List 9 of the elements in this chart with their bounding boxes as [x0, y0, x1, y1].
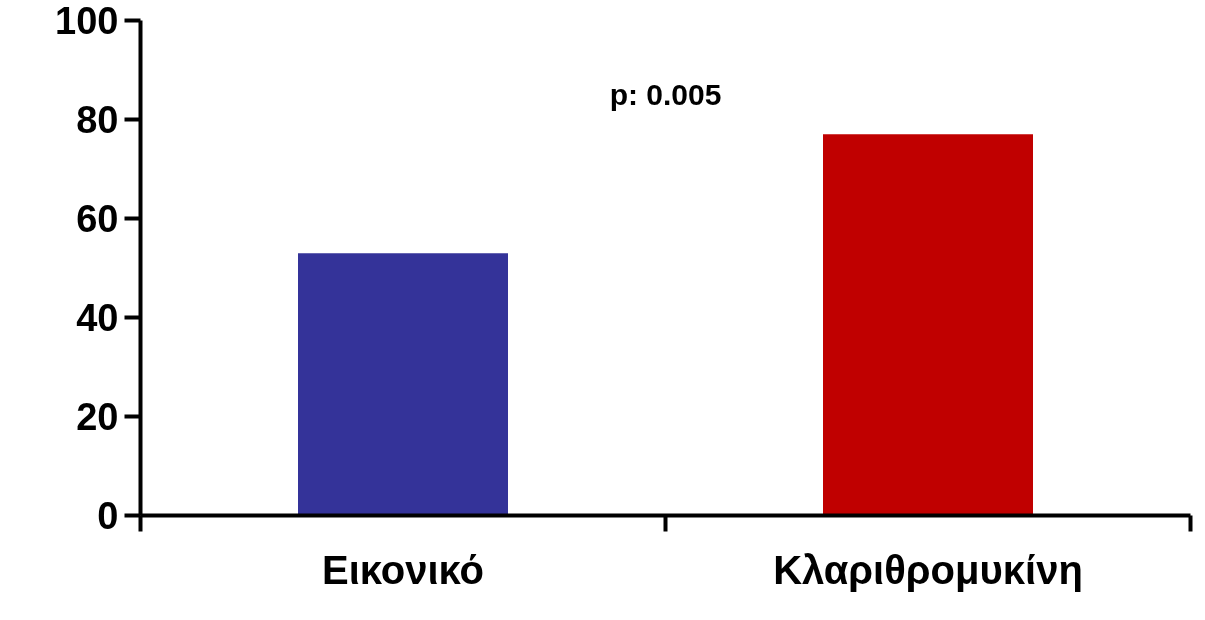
x-tick-label: Εικονικό	[322, 547, 484, 592]
x-tick-label: Κλαριθρομυκίνη	[773, 547, 1083, 592]
y-tick-label: 60	[76, 198, 119, 240]
y-tick-label: 100	[55, 0, 119, 42]
y-tick-label: 40	[76, 297, 119, 339]
y-tick-label: 0	[97, 495, 119, 537]
y-tick-label: 80	[76, 99, 119, 141]
y-tick-label: 20	[76, 396, 119, 438]
annotation: p: 0.005	[609, 78, 722, 112]
